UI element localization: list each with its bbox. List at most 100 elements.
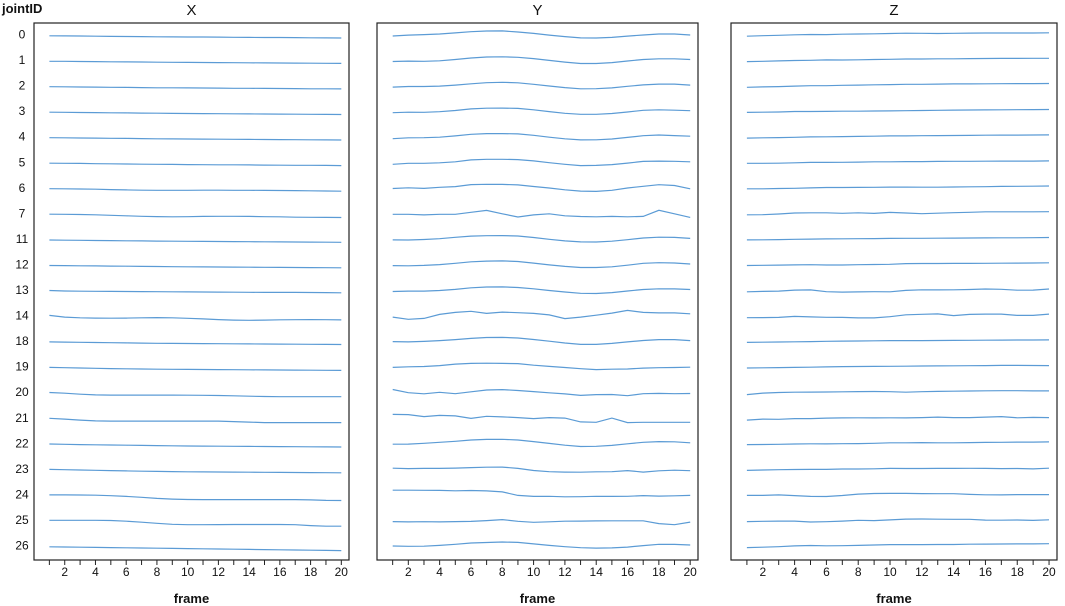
x-tick-label: 18	[1011, 565, 1025, 579]
trace-y-joint-1	[392, 56, 691, 65]
row-label-11: 11	[16, 232, 29, 246]
row-label-7: 7	[19, 206, 26, 220]
row-label-6: 6	[19, 181, 26, 195]
row-label-26: 26	[15, 539, 29, 553]
x-tick-label: 6	[123, 565, 130, 579]
trace-z-joint-21	[746, 415, 1050, 421]
trace-y-joint-24	[392, 489, 691, 498]
trace-z-joint-23	[746, 467, 1050, 471]
row-label-4: 4	[19, 130, 26, 144]
row-label-25: 25	[15, 513, 29, 527]
trace-y-joint-26	[392, 541, 691, 549]
trace-y-joint-14	[392, 309, 691, 320]
trace-z-joint-18	[746, 339, 1050, 343]
row-label-2: 2	[19, 79, 26, 93]
x-tick-label: 8	[855, 565, 862, 579]
panel-x: X 2 4 6 8 10 12 14 16 18 20 frame	[33, 2, 350, 606]
x-axis-label: frame	[876, 591, 911, 606]
x-tick-label: 6	[468, 565, 475, 579]
trace-z-joint-12	[746, 262, 1050, 267]
trace-y-joint-18	[392, 336, 691, 345]
trace-x-joint-7	[49, 213, 342, 219]
trace-x-joint-6	[49, 188, 342, 192]
x-tick-label: 10	[883, 565, 897, 579]
trace-y-joint-7	[392, 209, 691, 218]
x-axis-label: frame	[520, 591, 555, 606]
trace-z-joint-25	[746, 518, 1050, 523]
trace-y-joint-22	[392, 438, 691, 448]
trace-x-joint-25	[49, 519, 342, 527]
trace-z-joint-22	[746, 441, 1050, 446]
trace-x-joint-22	[49, 443, 342, 448]
row-label-5: 5	[19, 155, 26, 169]
trace-x-joint-11	[49, 239, 342, 243]
trace-y-joint-20	[392, 388, 691, 397]
trace-x-joint-18	[49, 341, 342, 346]
trace-y-joint-11	[392, 234, 691, 243]
trace-y-joint-6	[392, 183, 691, 193]
row-label-20: 20	[15, 385, 29, 399]
trace-z-joint-2	[746, 82, 1050, 88]
panel-z: Z 2 4 6 8 10 12 14 16 18 20 frame	[730, 2, 1058, 606]
trace-z-joint-19	[746, 364, 1050, 369]
x-tick-label: 8	[499, 565, 506, 579]
trace-y-joint-0	[392, 30, 691, 39]
x-tick-label: 10	[181, 565, 195, 579]
trace-z-joint-20	[746, 390, 1049, 396]
panel-title: X	[186, 2, 196, 19]
trace-y-joint-4	[392, 133, 691, 141]
panels: X 2 4 6 8 10 12 14 16 18 20 frame Y 2 4 6 8 10 12 14 16 18 20 f…	[33, 2, 1058, 606]
trace-y-joint-19	[392, 362, 691, 371]
x-tick-label: 14	[590, 565, 604, 579]
x-tick-label: 14	[242, 565, 256, 579]
x-tick-label: 12	[915, 565, 929, 579]
x-tick-label: 8	[154, 565, 161, 579]
trace-z-joint-5	[746, 160, 1050, 164]
row-label-23: 23	[15, 462, 29, 476]
panel-title: Z	[889, 2, 898, 19]
row-label-0: 0	[19, 28, 26, 42]
trace-x-joint-24	[49, 494, 342, 502]
x-tick-label: 18	[304, 565, 318, 579]
trace-z-joint-24	[746, 492, 1049, 498]
trace-z-joint-11	[746, 236, 1050, 241]
trace-y-joint-2	[392, 81, 691, 90]
panel-y: Y 2 4 6 8 10 12 14 16 18 20 frame	[376, 2, 699, 606]
x-axis-label: frame	[174, 591, 209, 606]
x-tick-label: 4	[436, 565, 443, 579]
trace-x-joint-1	[49, 60, 342, 64]
x-tick-label: 4	[92, 565, 99, 579]
row-label-1: 1	[19, 53, 26, 67]
row-label-24: 24	[15, 487, 29, 501]
trace-x-joint-2	[49, 86, 342, 90]
x-tick-label: 2	[759, 565, 766, 579]
x-tick-label: 20	[1042, 565, 1056, 579]
x-tick-label: 4	[791, 565, 798, 579]
row-label-19: 19	[15, 360, 29, 374]
trace-y-joint-25	[392, 518, 691, 526]
trace-y-joint-21	[392, 413, 691, 424]
x-tick-label: 10	[527, 565, 541, 579]
x-tick-label: 14	[947, 565, 961, 579]
trace-z-joint-14	[746, 313, 1050, 319]
row-axis-title: jointID	[1, 1, 42, 16]
row-label-12: 12	[15, 257, 29, 271]
trace-x-joint-19	[49, 366, 342, 371]
trace-x-joint-23	[49, 468, 342, 474]
trace-x-joint-14	[49, 314, 342, 321]
panel-title: Y	[532, 2, 542, 19]
trace-z-joint-0	[746, 32, 1050, 37]
trace-y-joint-3	[392, 107, 691, 115]
x-tick-label: 18	[652, 565, 666, 579]
trace-x-joint-21	[49, 417, 342, 424]
trace-z-joint-7	[746, 211, 1050, 216]
trace-x-joint-5	[49, 162, 342, 167]
row-label-13: 13	[15, 283, 29, 297]
trace-y-joint-12	[392, 260, 691, 269]
x-tick-label: 16	[979, 565, 993, 579]
trace-z-joint-4	[746, 134, 1050, 139]
row-label-21: 21	[15, 411, 29, 425]
trace-x-joint-20	[49, 391, 342, 398]
